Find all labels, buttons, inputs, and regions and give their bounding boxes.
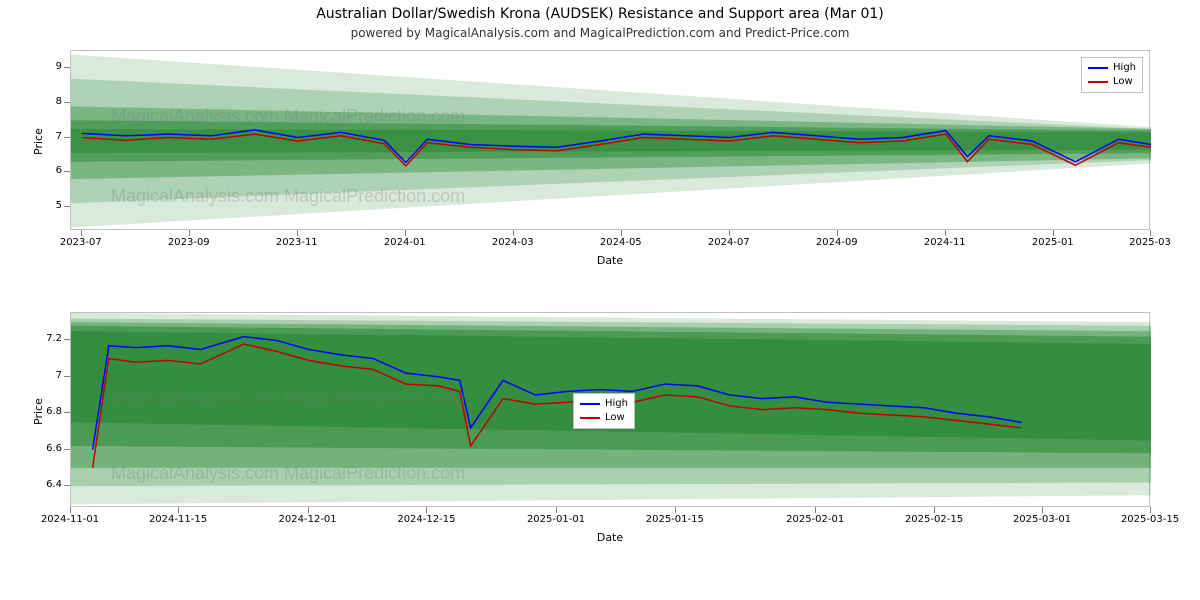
x-tick-label: 2025-01-01 xyxy=(526,514,586,525)
x-tick xyxy=(934,507,935,513)
x-tick-label: 2024-03 xyxy=(483,237,543,248)
legend-bottom: High Low xyxy=(573,393,635,429)
x-tick xyxy=(729,230,730,236)
y-tick-label: 6 xyxy=(56,165,62,176)
x-tick-label: 2024-09 xyxy=(807,237,867,248)
x-tick-label: 2025-01-15 xyxy=(645,514,705,525)
x-tick xyxy=(1150,230,1151,236)
legend-label-high: High xyxy=(1113,61,1136,75)
chart-subtitle: powered by MagicalAnalysis.com and Magic… xyxy=(0,26,1200,40)
chart-title: Australian Dollar/Swedish Krona (AUDSEK)… xyxy=(0,6,1200,22)
x-tick xyxy=(1150,507,1151,513)
legend-top: High Low xyxy=(1081,57,1143,93)
x-tick xyxy=(426,507,427,513)
y-axis-label-top: Price xyxy=(32,128,45,155)
x-tick-label: 2024-11 xyxy=(915,237,975,248)
x-tick-label: 2025-02-15 xyxy=(904,514,964,525)
legend-label-low-bottom: Low xyxy=(605,411,625,425)
x-tick-label: 2025-03-01 xyxy=(1012,514,1072,525)
x-axis-label-top: Date xyxy=(70,254,1150,267)
x-tick xyxy=(178,507,179,513)
x-tick-label: 2025-03-15 xyxy=(1120,514,1180,525)
legend-label-high-bottom: High xyxy=(605,397,628,411)
y-tick-label: 5 xyxy=(56,200,62,211)
y-tick xyxy=(64,339,70,340)
x-tick xyxy=(837,230,838,236)
y-tick-label: 7.2 xyxy=(46,333,62,344)
chart-panel-top: MagicalAnalysis.com MagicalPrediction.co… xyxy=(70,50,1150,230)
y-tick-label: 6.4 xyxy=(46,479,62,490)
x-tick xyxy=(189,230,190,236)
y-tick xyxy=(64,376,70,377)
x-tick xyxy=(297,230,298,236)
x-tick xyxy=(308,507,309,513)
y-tick-label: 6.6 xyxy=(46,443,62,454)
legend-label-low: Low xyxy=(1113,75,1133,89)
x-tick xyxy=(675,507,676,513)
x-tick xyxy=(621,230,622,236)
y-tick xyxy=(64,137,70,138)
x-tick xyxy=(70,507,71,513)
x-tick xyxy=(1042,507,1043,513)
y-tick xyxy=(64,67,70,68)
y-tick-label: 7 xyxy=(56,370,62,381)
y-tick xyxy=(64,412,70,413)
x-tick-label: 2023-09 xyxy=(159,237,219,248)
x-tick-label: 2024-05 xyxy=(591,237,651,248)
y-tick-label: 6.8 xyxy=(46,406,62,417)
x-tick xyxy=(556,507,557,513)
legend-swatch-low xyxy=(1088,81,1108,83)
y-tick xyxy=(64,206,70,207)
x-tick xyxy=(81,230,82,236)
y-axis-label-bottom: Price xyxy=(32,398,45,425)
legend-swatch-high-bottom xyxy=(580,403,600,405)
x-tick-label: 2024-12-01 xyxy=(278,514,338,525)
y-tick xyxy=(64,449,70,450)
x-tick-label: 2024-11-01 xyxy=(40,514,100,525)
x-tick xyxy=(815,507,816,513)
x-tick xyxy=(513,230,514,236)
y-tick-label: 8 xyxy=(56,96,62,107)
x-tick-label: 2023-11 xyxy=(267,237,327,248)
x-tick xyxy=(1053,230,1054,236)
x-tick xyxy=(405,230,406,236)
y-tick-label: 9 xyxy=(56,61,62,72)
chart-panel-bottom: MagicalAnalysis.com MagicalPrediction.co… xyxy=(70,312,1150,507)
x-tick-label: 2024-12-15 xyxy=(396,514,456,525)
x-tick-label: 2024-07 xyxy=(699,237,759,248)
x-tick-label: 2023-07 xyxy=(51,237,111,248)
y-tick xyxy=(64,102,70,103)
y-tick xyxy=(64,171,70,172)
x-tick-label: 2025-03 xyxy=(1120,237,1180,248)
chart-svg-top xyxy=(71,51,1151,231)
legend-swatch-low-bottom xyxy=(580,417,600,419)
y-tick xyxy=(64,485,70,486)
x-tick xyxy=(945,230,946,236)
x-tick-label: 2024-11-15 xyxy=(148,514,208,525)
x-tick-label: 2024-01 xyxy=(375,237,435,248)
legend-swatch-high xyxy=(1088,67,1108,69)
x-tick-label: 2025-01 xyxy=(1023,237,1083,248)
x-axis-label-bottom: Date xyxy=(70,531,1150,544)
y-tick-label: 7 xyxy=(56,131,62,142)
x-tick-label: 2025-02-01 xyxy=(785,514,845,525)
